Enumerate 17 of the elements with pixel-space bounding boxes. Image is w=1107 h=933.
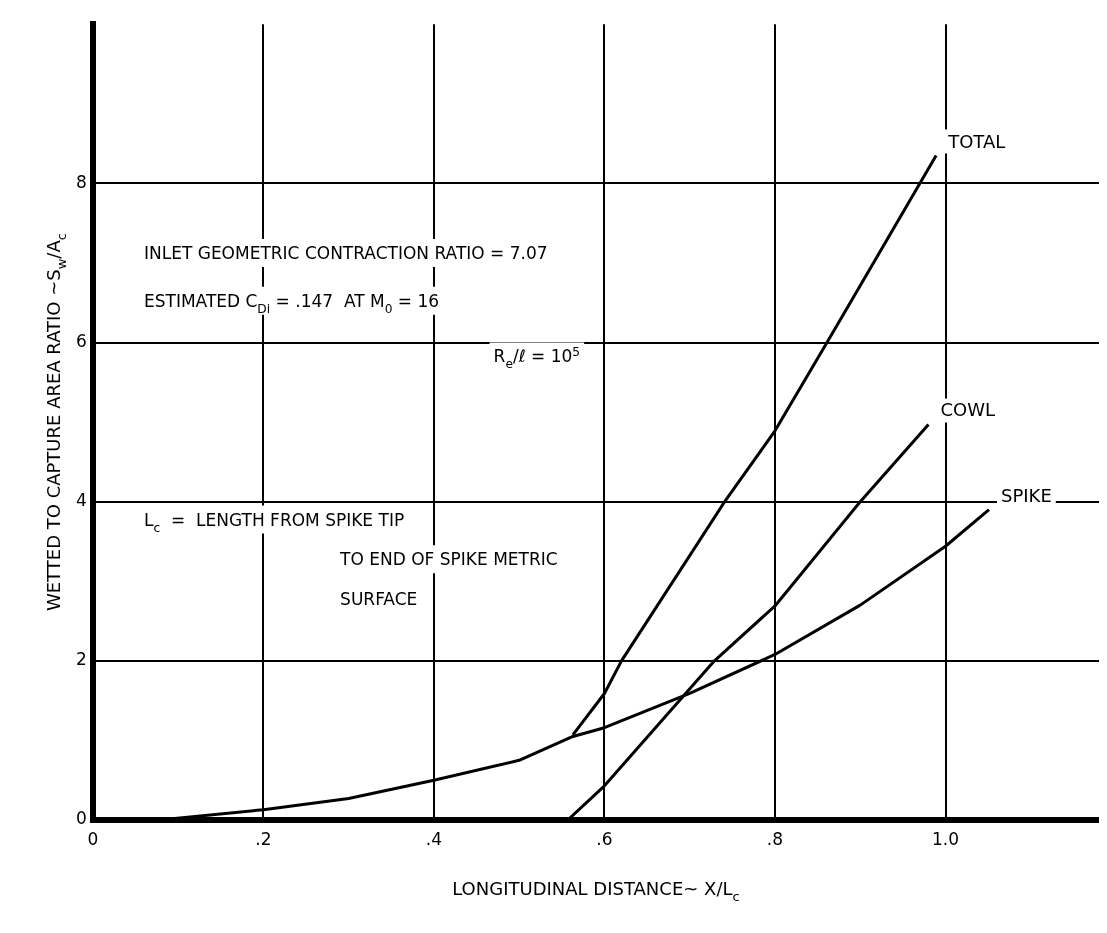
annotation: INLET GEOMETRIC CONTRACTION RATIO = 7.07 xyxy=(143,242,548,263)
y-axis-title: WETTED TO CAPTURE AREA RATIO ~Sw/Ac xyxy=(43,233,70,612)
series-label: TOTAL xyxy=(947,130,1006,152)
x-tick-label: .6 xyxy=(596,828,613,849)
annotation: TO END OF SPIKE METRIC xyxy=(339,549,558,570)
x-tick-label: 1.0 xyxy=(931,828,960,849)
x-tick-label: .4 xyxy=(425,828,443,849)
annotation: SURFACE xyxy=(340,589,418,610)
y-tick-label: 8 xyxy=(75,171,87,192)
y-tick-label: 0 xyxy=(75,808,87,829)
x-tick-label: .8 xyxy=(766,828,784,849)
series-label: SPIKE xyxy=(1001,484,1052,506)
y-tick-label: 4 xyxy=(75,490,87,511)
x-tick-label: .2 xyxy=(255,828,272,849)
y-tick-label: 2 xyxy=(75,649,87,670)
y-tick-label: 6 xyxy=(75,330,87,351)
series-label: COWL xyxy=(940,399,996,421)
